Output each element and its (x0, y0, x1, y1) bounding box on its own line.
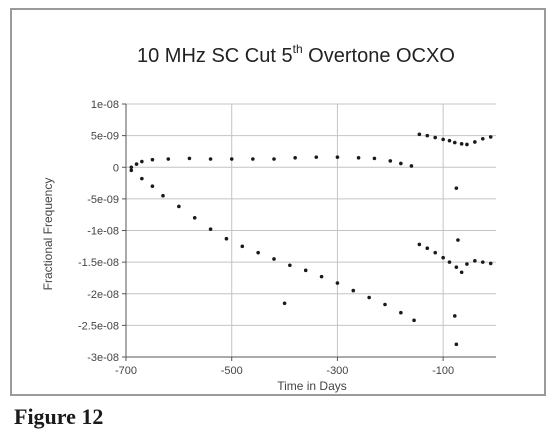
data-point (399, 161, 403, 166)
y-tick-label: 0 (113, 162, 119, 174)
data-point (372, 156, 377, 161)
data-point (224, 236, 229, 241)
data-point (166, 157, 171, 161)
data-point (272, 257, 276, 261)
data-point (335, 155, 340, 159)
data-point (433, 250, 438, 255)
y-tick-label: -2e-08 (87, 289, 119, 301)
y-tick-label: -1e-08 (87, 226, 119, 238)
data-point (425, 133, 430, 138)
y-axis-label: Fractional Frequency (41, 178, 55, 291)
data-point (456, 238, 460, 242)
data-point (208, 227, 213, 232)
data-point (140, 176, 144, 181)
data-point (454, 265, 459, 269)
data-point (192, 216, 197, 220)
figure-panel: 10 MHz SC Cut 5th Overtone OCXO 1e-08 5e-… (10, 8, 546, 396)
data-point (229, 157, 234, 161)
chart-title-rest: Overtone OCXO (303, 45, 455, 67)
chart-title-main: 10 MHz SC Cut 5 (137, 45, 293, 67)
data-point (459, 270, 464, 275)
data-point (473, 140, 477, 144)
data-point (452, 140, 457, 145)
data-point (356, 155, 361, 160)
figure-caption: Figure 12 (14, 404, 104, 429)
data-point (433, 135, 438, 140)
y-tick-label: 5e-09 (91, 131, 119, 143)
data-point (187, 156, 192, 161)
data-point (251, 157, 255, 161)
data-point (409, 164, 414, 168)
data-point (288, 263, 292, 268)
chart: 10 MHz SC Cut 5th Overtone OCXO 1e-08 5e-… (41, 42, 496, 393)
data-point (465, 142, 469, 147)
data-point (335, 281, 340, 285)
data-point (480, 136, 485, 141)
data-point (282, 301, 287, 306)
data-point (417, 132, 422, 137)
data-point (425, 246, 430, 251)
data-point (351, 288, 356, 293)
data-point (488, 135, 493, 139)
data-point (177, 204, 181, 209)
data-point (412, 318, 416, 323)
label-layer: 1e-08 5e-09 0 -5e-09 -1e-08 -1.5e-08 -2e-08 -2.… (78, 99, 454, 377)
data-point (452, 314, 457, 318)
data-point (240, 244, 245, 249)
data-point (447, 260, 452, 264)
x-tick-label: -500 (221, 365, 243, 377)
x-tick-label: -700 (115, 365, 137, 377)
data-point (129, 168, 134, 173)
data-point (459, 142, 464, 146)
y-tick-label: 1e-08 (91, 99, 119, 111)
data-point (454, 342, 459, 347)
data-point (314, 155, 319, 159)
data-point (388, 159, 393, 163)
data-point (134, 162, 139, 166)
x-axis-label: Time in Days (277, 379, 347, 393)
data-point (140, 159, 144, 164)
y-tick-label: -5e-09 (87, 194, 119, 206)
data-point (447, 138, 452, 143)
data-point (473, 259, 477, 263)
data-point (272, 157, 276, 161)
chart-title: 10 MHz SC Cut 5th Overtone OCXO (137, 42, 455, 67)
data-point (399, 310, 403, 315)
data-point (319, 274, 324, 279)
data-point (303, 268, 308, 273)
data-point (150, 157, 155, 162)
grid-layer (125, 103, 496, 358)
data-point (367, 295, 371, 300)
data-point (208, 157, 213, 161)
data-point (129, 165, 134, 170)
data-point (293, 155, 297, 160)
y-tick-label: -1.5e-08 (78, 257, 119, 269)
data-point (256, 250, 260, 255)
axis-layer (122, 103, 496, 361)
data-point (465, 262, 469, 266)
data-point (161, 193, 165, 198)
y-tick-label: -2.5e-08 (78, 320, 119, 332)
marks-layer (129, 132, 493, 347)
y-tick-label: -3e-08 (87, 352, 119, 364)
data-point (441, 255, 445, 260)
chart-title-sup: th (293, 42, 303, 56)
data-point (383, 302, 387, 307)
data-point (488, 261, 493, 266)
x-tick-label: -100 (432, 365, 454, 377)
data-point (480, 260, 485, 264)
data-point (454, 186, 459, 190)
data-point (417, 242, 422, 247)
data-point (150, 184, 155, 189)
x-tick-label: -300 (326, 365, 348, 377)
data-point (441, 137, 445, 142)
